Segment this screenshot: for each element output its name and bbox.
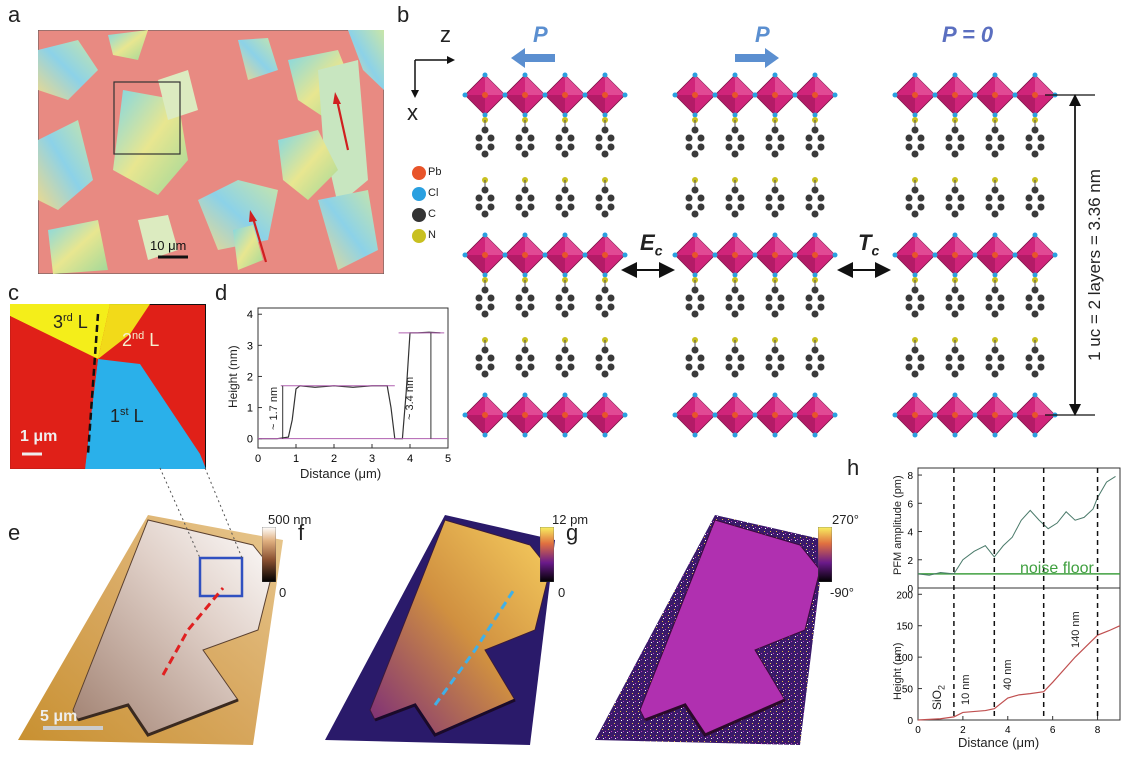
height-profile-chart: 0 1 2 3 4 0 1 2 3 4 5 [247, 307, 451, 465]
panel-label-a: a [8, 2, 21, 27]
legend-c-atom [412, 208, 426, 222]
scale-label-a: 10 μm [150, 238, 187, 253]
afm-topography [18, 515, 283, 745]
zoom-box-e [198, 556, 244, 598]
third-layer-region [10, 304, 110, 359]
legend-pb-atom [412, 166, 426, 180]
first-layer-region [85, 359, 206, 469]
axis-x-label: x [407, 100, 418, 125]
layer-map [10, 304, 206, 469]
axis-z-label: z [440, 22, 451, 47]
h-top-ytick-label: 6 [907, 499, 913, 510]
h-xlabel: Distance (μm) [958, 735, 1040, 750]
panel-label-f: f [298, 520, 305, 545]
colorbar-g [818, 527, 832, 582]
third-layer-label: 3rd L [53, 312, 88, 332]
colorbar-f-top: 12 pm [552, 512, 589, 527]
panel-label-h: h [847, 455, 860, 480]
colorbar-g-bottom: -90° [830, 585, 854, 600]
panel-label-g: g [566, 520, 579, 545]
panel-label-b: b [397, 2, 410, 27]
polarization-label-left: P [533, 22, 548, 47]
colorbar-e-bottom: 0 [279, 585, 287, 600]
h-bot-ytick-label: 0 [907, 716, 913, 727]
legend-cl: Cl [428, 187, 439, 199]
h-40nm-label: 40 nm [1002, 659, 1014, 690]
h-top-ytick-label: 8 [907, 471, 913, 482]
pfm-height-profile-chart: 0 2 4 6 8 0 50 100 150 200 0 2 4 6 8 [896, 467, 1121, 736]
legend-n-atom [412, 229, 426, 243]
colorbar-g-top: 270° [832, 512, 859, 527]
h-top-ytick-label: 4 [907, 528, 913, 539]
h-xtick-label: 0 [915, 725, 921, 736]
colorbar-e [262, 527, 276, 582]
line-profile-e [161, 587, 225, 676]
colorbar-f [540, 527, 554, 582]
panel-label-d: d [215, 280, 228, 305]
d-xtick-label: 5 [445, 453, 451, 465]
ec-label: Ec [640, 230, 663, 259]
h-sio2-label: SiO2 [930, 684, 947, 710]
d-ytick-label: 2 [247, 371, 253, 383]
h-bot-ylabel: Height (nm) [892, 642, 904, 700]
d-xtick-label: 1 [293, 453, 299, 465]
d-ytick-label: 4 [247, 309, 253, 321]
panel-label-e: e [8, 520, 21, 545]
h-top-ytick-label: 2 [907, 556, 913, 567]
h-10nm-label: 10 nm [960, 674, 972, 705]
h-bot-ytick-label: 200 [896, 590, 913, 601]
h-top-ylabel: PFM amplitude (pm) [892, 475, 904, 575]
polarization-label-zero: P = 0 [942, 22, 994, 47]
d-xtick-label: 3 [369, 453, 375, 465]
colorbar-f-bottom: 0 [558, 585, 566, 600]
tc-label: Tc [858, 230, 880, 259]
line-profile-c [86, 313, 100, 455]
d-xtick-label: 0 [255, 453, 261, 465]
scale-label-e: 5 μm [40, 708, 78, 725]
d-ytick-label: 3 [247, 340, 253, 352]
height-line [917, 625, 1121, 721]
first-layer-label: 1st L [110, 406, 144, 426]
scale-label-c: 1 μm [20, 428, 58, 445]
d-ytick-label: 1 [247, 403, 253, 415]
legend-pb: Pb [428, 166, 442, 178]
h-bot-ytick-label: 50 [902, 685, 914, 696]
h-xtick-label: 8 [1095, 725, 1101, 736]
optical-micrograph [38, 30, 384, 274]
polarization-arrow-left [511, 48, 555, 68]
h-noise-label: noise floor [1020, 560, 1094, 577]
polarization-arrow-right [735, 48, 779, 68]
polarization-label-middle: P [755, 22, 770, 47]
colorbar-e-top: 500 nm [268, 512, 312, 527]
h-bot-ytick-label: 150 [896, 622, 913, 633]
d-xlabel: Distance (μm) [300, 466, 382, 481]
legend-cl-atom [412, 187, 426, 201]
legend-c: C [428, 208, 436, 220]
line-profile-f [433, 587, 517, 706]
h-top-ytick-label: 0 [907, 584, 913, 595]
panel-label-c: c [8, 280, 19, 305]
pfm-phase-map [595, 515, 825, 745]
legend-n: N [428, 229, 436, 241]
second-layer-label: 2nd L [122, 330, 160, 350]
h-xtick-label: 2 [960, 725, 966, 736]
pfm-amplitude-line [917, 476, 1116, 576]
pfm-amplitude-map [325, 515, 555, 745]
h-bot-ytick-label: 100 [896, 653, 913, 664]
crystal-structure-diagram [411, 48, 1095, 480]
h-xtick-label: 4 [1005, 725, 1011, 736]
d-ytick-label: 0 [247, 434, 253, 446]
d-xtick-label: 2 [331, 453, 337, 465]
d-xtick-label: 4 [407, 453, 413, 465]
h-140nm-label: 140 nm [1070, 611, 1082, 648]
h-xtick-label: 6 [1050, 725, 1056, 736]
